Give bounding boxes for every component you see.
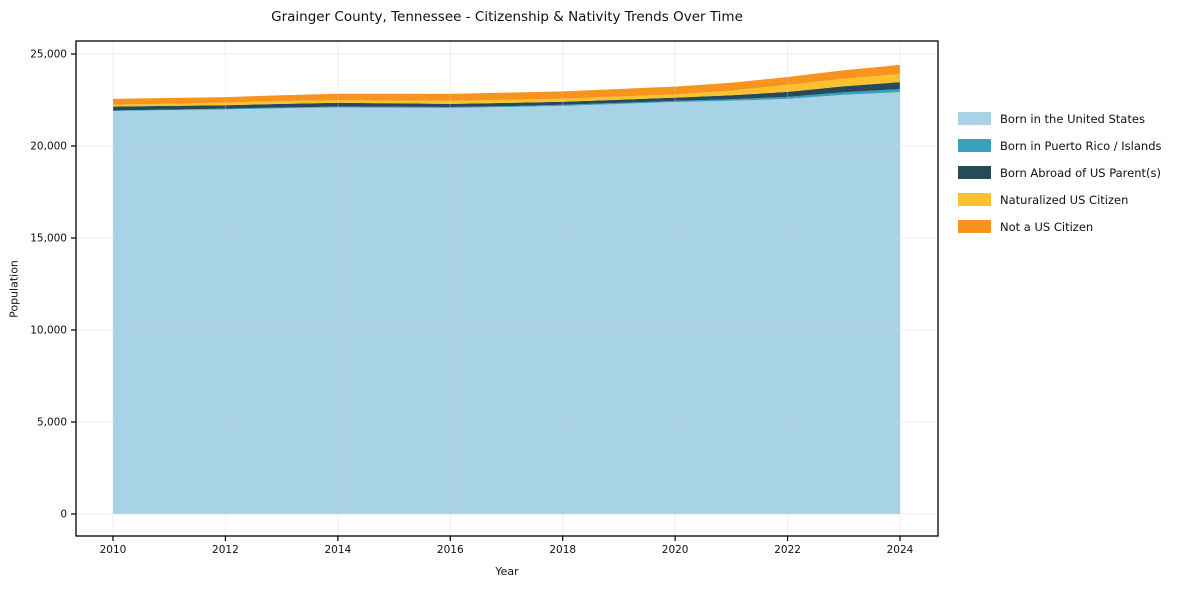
legend-label: Not a US Citizen <box>1000 219 1094 234</box>
y-tick-label: 0 <box>60 509 67 521</box>
y-tick-label: 5,000 <box>37 417 67 429</box>
legend-item-2: Born Abroad of US Parent(s) <box>958 159 1162 186</box>
legend: Born in the United States Born in Puerto … <box>958 105 1162 240</box>
legend-label: Born in Puerto Rico / Islands <box>1000 138 1162 153</box>
x-tick-label: 2016 <box>437 544 464 556</box>
legend-label: Naturalized US Citizen <box>1000 192 1129 207</box>
legend-swatch <box>958 166 991 179</box>
y-tick-label: 15,000 <box>30 233 67 245</box>
x-tick-label: 2022 <box>774 544 801 556</box>
area-series-2 <box>113 82 900 111</box>
legend-label: Born in the United States <box>1000 111 1145 126</box>
legend-swatch <box>958 220 991 233</box>
legend-item-1: Born in Puerto Rico / Islands <box>958 132 1162 159</box>
area-series-0 <box>113 92 900 514</box>
legend-label: Born Abroad of US Parent(s) <box>1000 165 1161 180</box>
legend-item-4: Not a US Citizen <box>958 213 1162 240</box>
area-series-4 <box>113 64 900 105</box>
x-tick-label: 2018 <box>549 544 576 556</box>
legend-item-0: Born in the United States <box>958 105 1162 132</box>
area-series-1 <box>113 89 900 111</box>
area-series-3 <box>113 74 900 107</box>
axes-frame <box>75 40 939 537</box>
legend-swatch <box>958 112 991 125</box>
x-tick-label: 2024 <box>887 544 914 556</box>
legend-swatch <box>958 139 991 152</box>
x-tick-label: 2010 <box>100 544 127 556</box>
x-axis-label: Year <box>495 565 519 578</box>
x-tick-label: 2014 <box>324 544 351 556</box>
x-tick-label: 2020 <box>662 544 689 556</box>
y-tick-label: 25,000 <box>30 49 67 61</box>
legend-swatch <box>958 193 991 206</box>
y-tick-label: 10,000 <box>30 325 67 337</box>
chart-title: Grainger County, Tennessee - Citizenship… <box>271 9 743 25</box>
y-tick-label: 20,000 <box>30 141 67 153</box>
x-tick-label: 2012 <box>212 544 239 556</box>
legend-item-3: Naturalized US Citizen <box>958 186 1162 213</box>
